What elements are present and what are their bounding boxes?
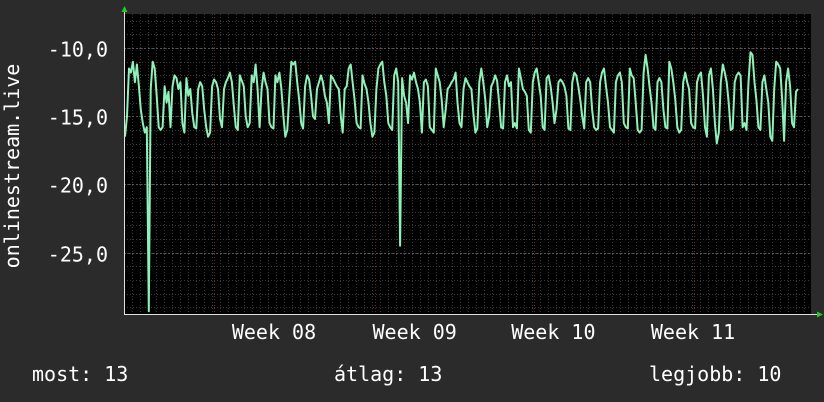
y-axis-label: onlinestream.live [0, 64, 24, 269]
x-tick-label: Week 10 [511, 320, 595, 344]
y-tick-label: -20,0 [48, 174, 108, 198]
y-tick-label: -15,0 [48, 106, 108, 130]
y-tick-label: -10,0 [48, 38, 108, 62]
stat-average: átlag: 13 [334, 362, 443, 386]
y-axis-arrow [121, 6, 128, 12]
plot-area [124, 14, 811, 314]
series-line [124, 51, 799, 313]
x-tick-label: Week 08 [232, 320, 316, 344]
x-tick-label: Week 09 [372, 320, 456, 344]
x-tick-label: Week 11 [651, 320, 735, 344]
x-axis-arrow [817, 311, 823, 318]
stat-best: legjobb: 10 [649, 362, 782, 386]
stat-current: most: 13 [32, 362, 129, 386]
y-tick-label: -25,0 [48, 243, 108, 267]
